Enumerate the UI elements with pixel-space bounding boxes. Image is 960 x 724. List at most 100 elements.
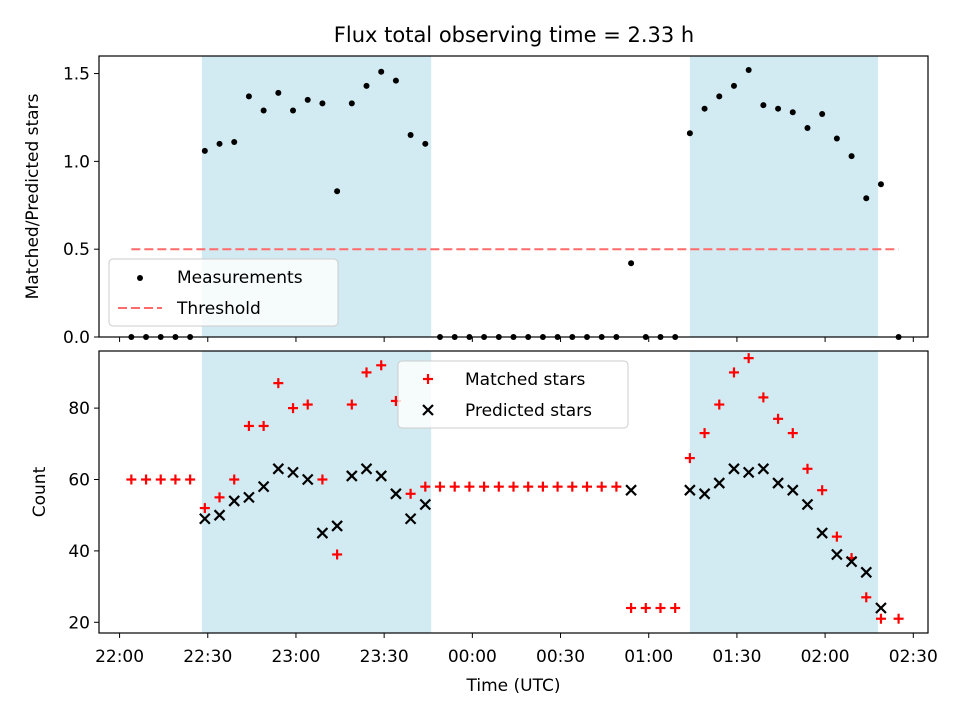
- top-legend: Measurements Threshold: [108, 258, 339, 327]
- predicted-star-point: [801, 498, 814, 511]
- predicted-star-point: [272, 463, 285, 475]
- predicted-star-point: [360, 463, 373, 475]
- matched-star-point: [273, 378, 284, 389]
- predicted-star-point: [786, 484, 799, 496]
- measurement-point: [510, 334, 517, 340]
- measurement-point: [583, 334, 590, 340]
- predicted-star-point: [404, 512, 417, 525]
- bottom-axes-frame: [98, 350, 929, 634]
- predicted-star-point-b: [390, 488, 402, 500]
- predicted-star-point-b: [698, 488, 711, 500]
- matched-star-point: [893, 613, 904, 624]
- measurement-point: [657, 334, 664, 340]
- measurement-point: [804, 125, 811, 132]
- measurement-point: [378, 68, 385, 75]
- predicted-star-point-b: [199, 512, 211, 525]
- matched-star-point: [714, 399, 725, 410]
- measurement-point: [201, 147, 208, 154]
- matched-star-point: [170, 474, 181, 485]
- measurement-point: [833, 135, 840, 142]
- matched-star-point: [332, 549, 343, 560]
- measurement-point: [290, 107, 297, 114]
- matched-star-point: [787, 428, 798, 439]
- top-legend-box: [108, 258, 339, 327]
- matched-star-point: [302, 399, 313, 410]
- predicted-star-point: [845, 555, 858, 568]
- predicted-star-point: [375, 470, 387, 482]
- measurement-point: [642, 334, 649, 340]
- measurement-point: [895, 334, 902, 340]
- predicted-star-point: [728, 463, 740, 475]
- measurement-point: [686, 130, 693, 137]
- predicted-star-point-b: [301, 473, 314, 486]
- matched-star-point: [581, 481, 592, 492]
- matched-star-point: [185, 474, 196, 485]
- matched-star-point: [552, 481, 563, 492]
- bottom-x-axis-label: Time (UTC): [466, 676, 561, 696]
- predicted-star-point-b: [404, 512, 417, 525]
- bottom-x-tick-label: 02:00: [801, 647, 850, 667]
- legend-measurement-marker: [137, 275, 143, 281]
- predicted-star-point-b: [272, 463, 285, 475]
- matched-star-point: [699, 428, 710, 439]
- matched-star-point: [317, 474, 328, 485]
- bottom-legend: Matched stars Predicted stars: [397, 360, 629, 429]
- measurement-point: [172, 334, 179, 340]
- top-y-axis-label: Matched/Predicted stars: [23, 93, 43, 299]
- matched-star-point: [523, 481, 534, 492]
- matched-star-point: [684, 453, 695, 464]
- measurement-point: [554, 334, 561, 340]
- predicted-star-point: [228, 495, 241, 507]
- predicted-star-point-b: [801, 498, 814, 511]
- measurement-point: [525, 334, 532, 340]
- predicted-star-point: [698, 488, 711, 500]
- predicted-star-point: [301, 473, 314, 486]
- predicted-star-point: [860, 566, 873, 579]
- matched-star-point: [464, 481, 475, 492]
- measurement-point: [451, 334, 458, 340]
- measurement-point: [187, 334, 194, 340]
- predicted-star-point-b: [419, 498, 432, 511]
- predicted-star-point: [831, 548, 843, 561]
- predicted-star-point: [199, 512, 211, 525]
- matched-star-point: [243, 420, 254, 431]
- measurement-point: [745, 67, 752, 74]
- predicted-star-point-b: [287, 466, 299, 479]
- bottom-x-tick-label: 23:30: [360, 647, 409, 667]
- predicted-star-point-b: [316, 527, 329, 539]
- predicted-star-point-b: [728, 463, 740, 475]
- measurement-point: [863, 195, 870, 202]
- predicted-star-point-b: [875, 602, 887, 614]
- matched-star-point: [831, 531, 842, 542]
- matched-star-point: [626, 603, 637, 614]
- matched-star-point: [728, 367, 739, 378]
- bottom-x-tick-label: 01:30: [712, 647, 761, 667]
- matched-star-point: [420, 481, 431, 492]
- predicted-star-point: [684, 484, 696, 496]
- measurement-point: [260, 107, 267, 114]
- predicted-star-point: [213, 509, 226, 521]
- measurement-point: [128, 334, 135, 340]
- bottom-x-tick-label: 00:30: [536, 647, 585, 667]
- measurement-point: [231, 139, 238, 146]
- measurement-point: [628, 260, 635, 267]
- measurement-point: [819, 110, 826, 117]
- top-panel: 0.0 0.5 1.0 1.5 Matched/Predicted stars Measu…: [23, 55, 929, 348]
- matched-star-point: [126, 474, 137, 485]
- matched-star-point: [655, 603, 666, 614]
- measurement-point: [143, 334, 150, 340]
- matched-star-point: [214, 492, 225, 503]
- predicted-star-point: [331, 520, 343, 532]
- bottom-shaded-interval: [689, 351, 879, 633]
- top-y-tick-label: 0.5: [63, 240, 90, 260]
- matched-star-point: [288, 403, 299, 414]
- matched-star-point: [508, 481, 519, 492]
- predicted-star-point-b: [375, 470, 387, 482]
- matched-star-point: [405, 488, 416, 499]
- matched-star-point: [346, 399, 357, 410]
- measurement-point: [789, 109, 796, 116]
- matched-star-point: [141, 474, 152, 485]
- matched-star-point: [875, 613, 886, 624]
- predicted-star-point: [757, 463, 770, 475]
